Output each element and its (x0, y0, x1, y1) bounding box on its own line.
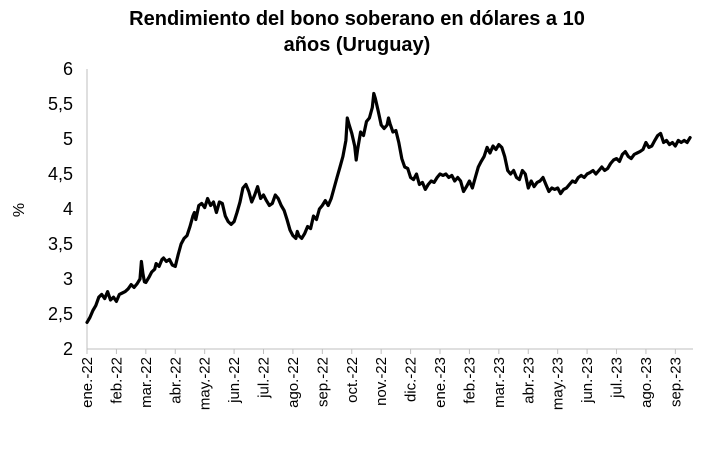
x-tick-label: dic.-22 (403, 357, 420, 402)
y-tick-label: 6 (63, 59, 73, 79)
y-tick-label: 5,5 (48, 94, 73, 114)
x-tick-label: sep.-23 (667, 357, 684, 407)
y-tick-label: 2 (63, 339, 73, 359)
x-tick-label: may.-22 (197, 357, 214, 410)
y-tick-label: 5 (63, 129, 73, 149)
x-tick-label: feb.-22 (108, 357, 125, 404)
x-tick-label: may.-23 (550, 357, 567, 410)
y-tick-label: 4 (63, 199, 73, 219)
x-tick-label: mar.-22 (138, 357, 155, 408)
y-tick-label: 3,5 (48, 234, 73, 254)
y-tick-label: 3 (63, 269, 73, 289)
x-tick-label: ago.-22 (285, 357, 302, 408)
x-tick-label: mar.-23 (491, 357, 508, 408)
chart-title-line-1: Rendimiento del bono soberano en dólares… (129, 8, 585, 30)
x-axis-ticks: ene.-22 feb.-22 mar.-22 abr.-22 may.-22 jun.-… (79, 349, 684, 410)
x-tick-label: jun.-22 (226, 357, 243, 404)
x-tick-label: oct.-22 (344, 357, 361, 403)
y-axis-ticks: 2 2,5 3 3,5 4 4,5 5 5,5 6 (48, 59, 73, 359)
axes (86, 69, 693, 350)
x-tick-label: jun.-23 (579, 357, 596, 404)
x-tick-label: jul.-22 (256, 357, 273, 399)
x-tick-label: nov.-22 (373, 357, 390, 406)
x-tick-label: sep.-22 (314, 357, 331, 407)
x-tick-label: abr.-23 (520, 357, 537, 404)
x-tick-label: jul.-23 (609, 357, 626, 399)
y-axis-label: % (11, 203, 28, 217)
x-tick-label: ene.-22 (79, 357, 96, 408)
x-tick-label: feb.-23 (461, 357, 478, 404)
chart-title: Rendimiento del bono soberano en dólares… (0, 6, 714, 58)
x-tick-label: ago.-23 (638, 357, 655, 408)
series-group (85, 91, 692, 324)
chart-title-line-2: años (Uruguay) (283, 34, 431, 56)
x-tick-label: ene.-23 (432, 357, 449, 408)
x-tick-label: abr.-22 (167, 357, 184, 404)
y-tick-label: 4,5 (48, 164, 73, 184)
y-tick-label: 2,5 (48, 304, 73, 324)
yield-series-line (85, 91, 692, 324)
